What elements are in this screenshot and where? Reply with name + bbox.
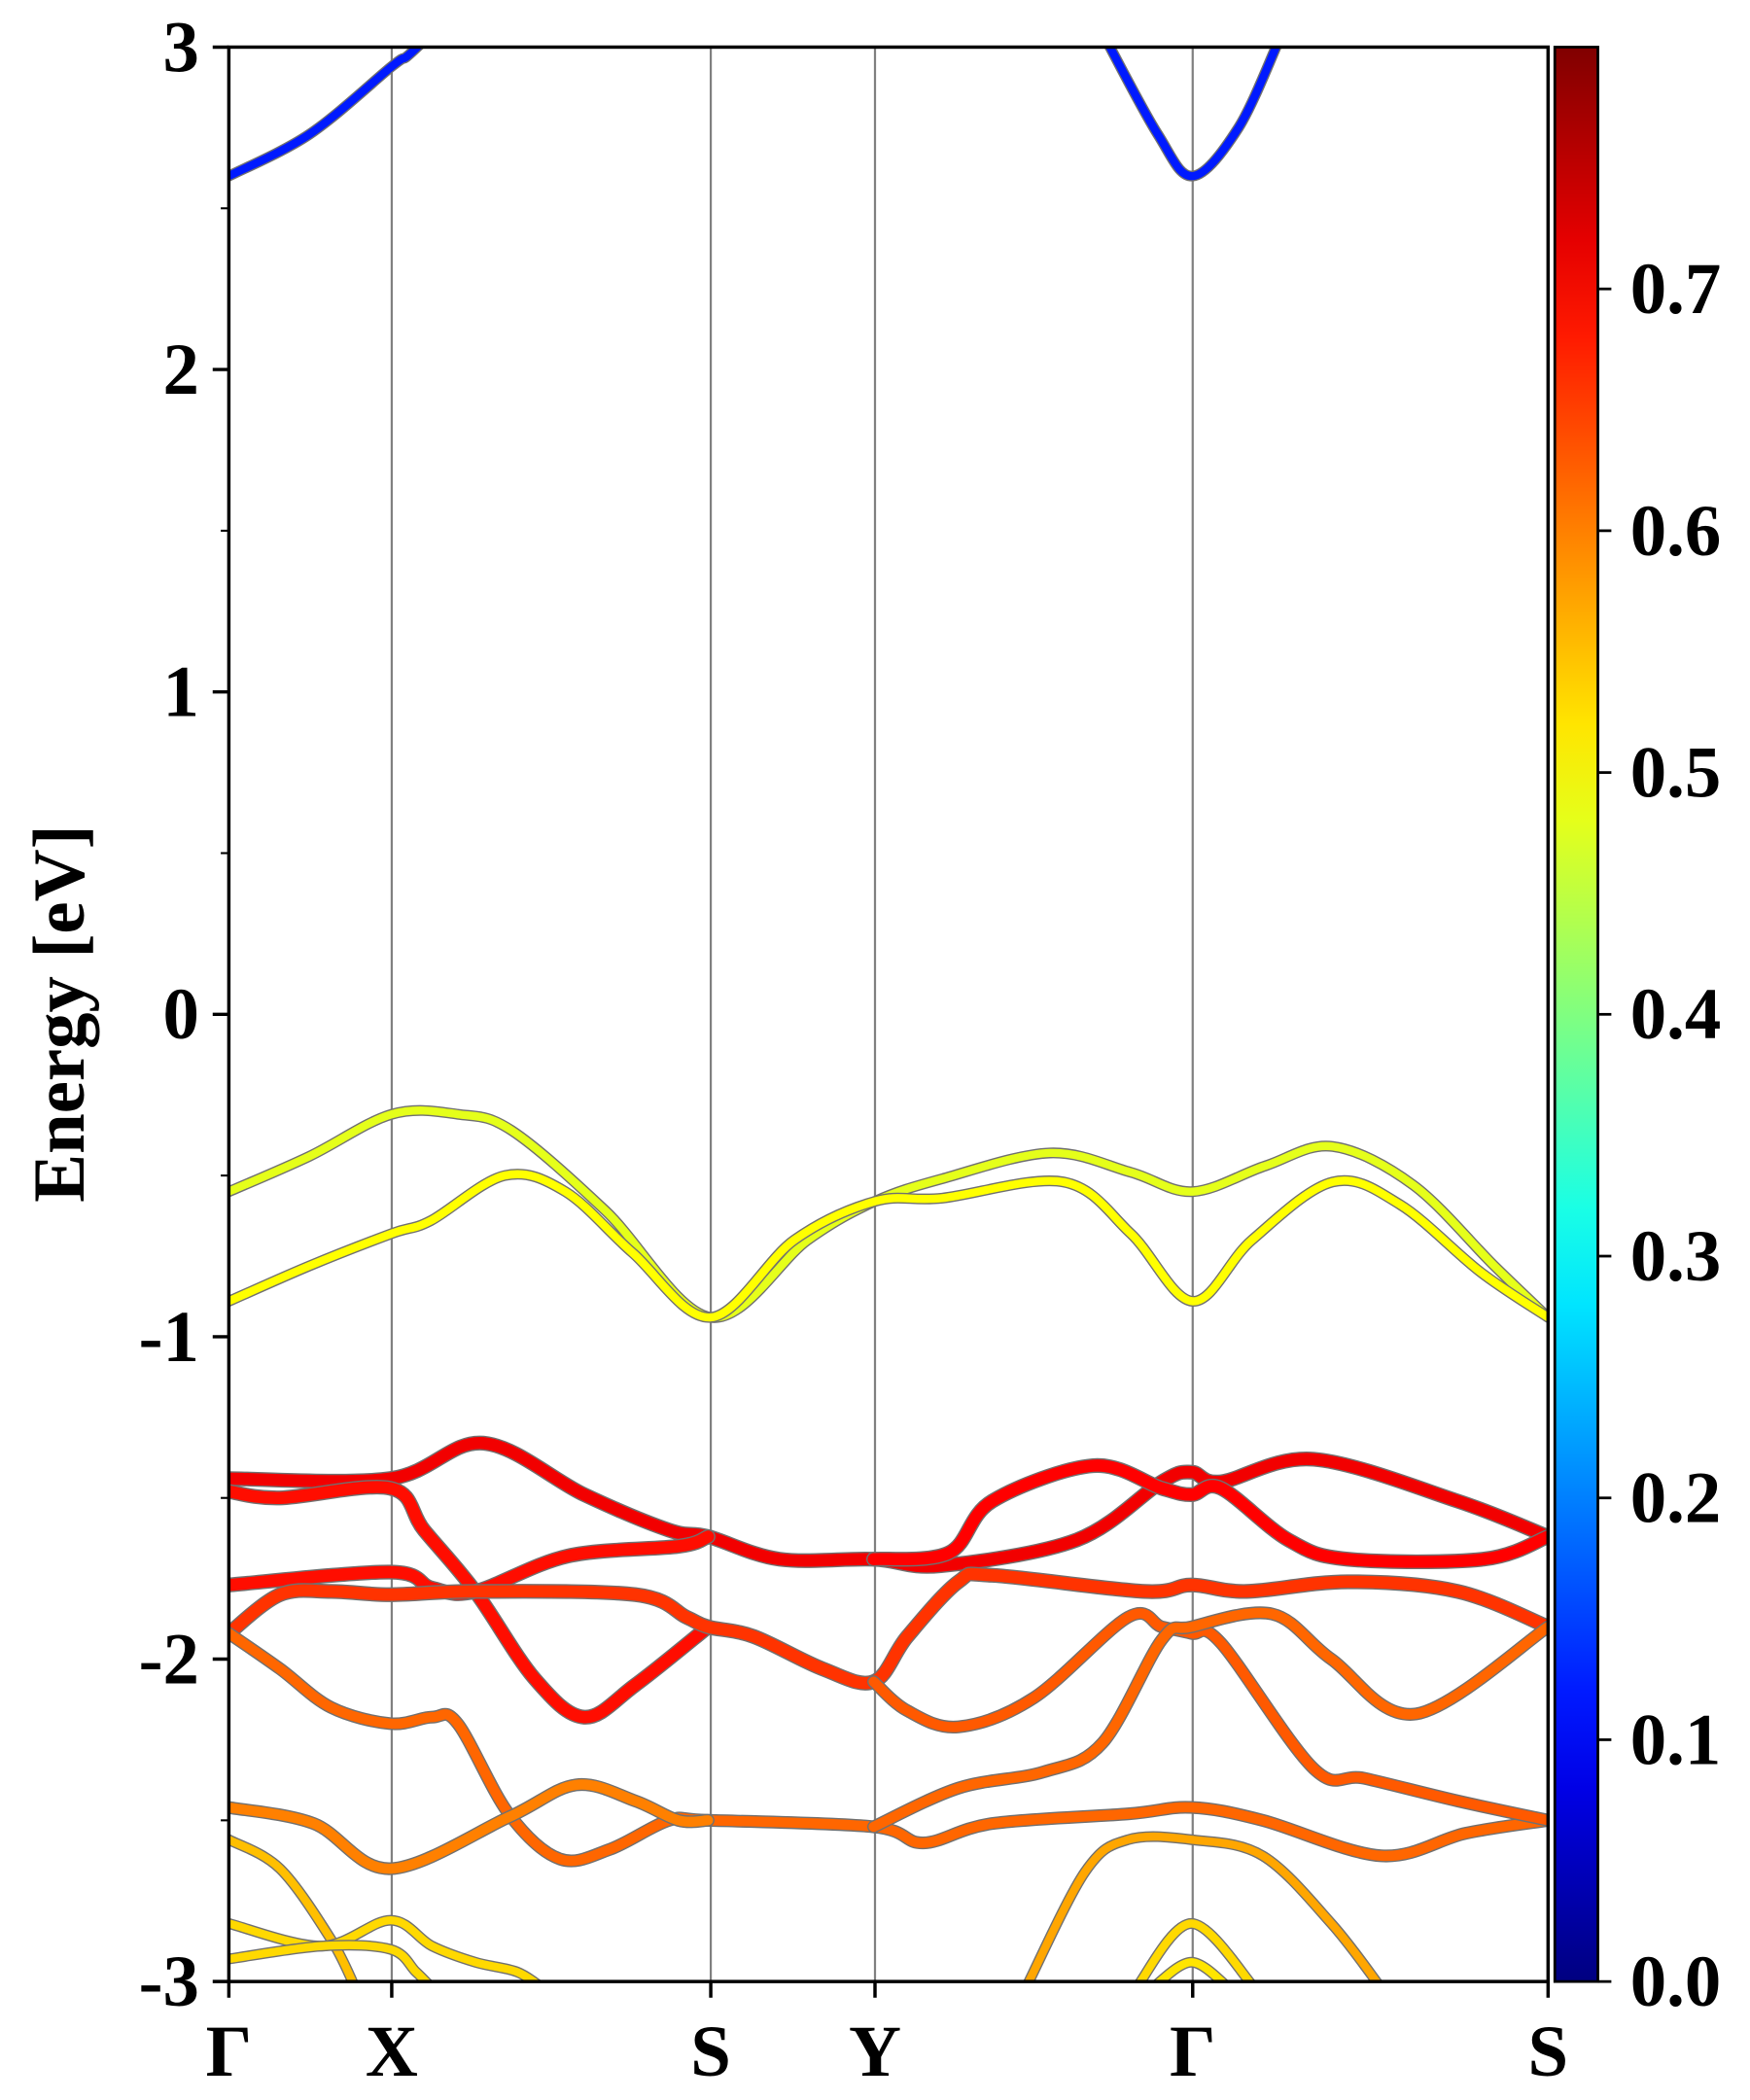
band-band-Y3 <box>228 1941 432 1982</box>
colorbar-tick-label: 0.1 <box>1630 1699 1721 1780</box>
band-valence-A <box>228 1106 1549 1322</box>
colorbar-tick-label: 0.4 <box>1630 974 1721 1055</box>
colorbar-tick-label: 0.0 <box>1630 1942 1721 2022</box>
band-band-Y5 <box>1153 1958 1228 1982</box>
y-tick-label: -2 <box>139 1619 199 1699</box>
colorbar-tick-label: 0.7 <box>1630 249 1721 330</box>
band-band-R7 <box>868 1607 1549 1833</box>
colorbar-axis: 0.0 0.1 0.2 0.3 0.4 0.5 0.6 0.7 <box>1597 249 1721 2022</box>
x-tick-label: Y <box>849 2012 901 2092</box>
band-band-R3 <box>228 1567 1549 1690</box>
band-band-R5 <box>228 1779 714 1874</box>
band-outline-valence-A <box>228 1104 1549 1323</box>
colorbar-tick-label: 0.6 <box>1630 491 1721 572</box>
colorbar-tick-label: 0.5 <box>1630 733 1721 814</box>
x-tick-label: S <box>690 2012 731 2092</box>
band-band-R1c <box>867 1459 1549 1568</box>
y-tick-label: -1 <box>139 1297 199 1378</box>
band-band-Y4 <box>1136 1919 1255 1982</box>
y-tick-label: 0 <box>163 974 199 1055</box>
colorbar <box>1553 46 1599 1983</box>
y-tick-label: 2 <box>163 330 199 410</box>
band-valence-B <box>228 1170 1549 1322</box>
y-tick-label: 1 <box>163 652 199 733</box>
high-symmetry-lines <box>390 47 1194 1982</box>
band-band-R8 <box>1024 1832 1382 1982</box>
x-tick-label: Γ <box>206 2012 253 2092</box>
y-tick-label: -3 <box>139 1942 199 2022</box>
colorbar-tick-label: 0.2 <box>1630 1458 1721 1539</box>
band-band-R1a <box>228 1437 1549 1573</box>
band-conduction-2 <box>1105 47 1280 181</box>
band-band-R4 <box>228 1628 1549 1867</box>
x-tick-label: Γ <box>1170 2012 1216 2092</box>
y-axis: -3 -2 -1 0 1 2 3 <box>139 7 229 2022</box>
band-outline-band-Y1 <box>228 1834 359 1982</box>
y-tick-label: 3 <box>163 7 199 88</box>
band-conduction-1 <box>228 47 424 181</box>
band-band-Y1 <box>228 1836 358 1982</box>
y-axis-label: Energy [eV] <box>19 825 100 1203</box>
x-tick-label: S <box>1528 2012 1569 2092</box>
x-tick-label: X <box>366 2012 418 2092</box>
bands <box>228 47 1549 1982</box>
colorbar-tick-label: 0.3 <box>1630 1216 1721 1297</box>
